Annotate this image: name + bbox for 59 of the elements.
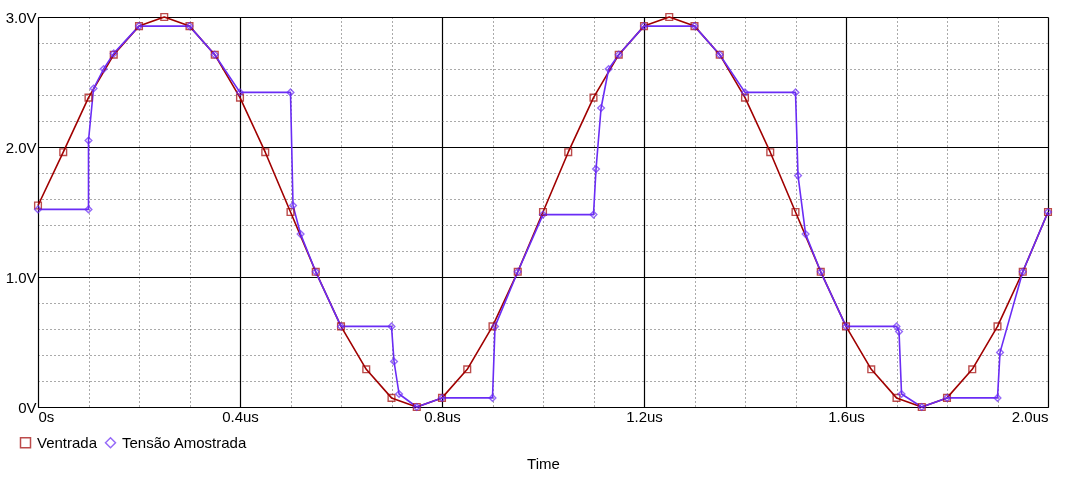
point xyxy=(993,322,1002,331)
point xyxy=(59,148,68,157)
point xyxy=(33,205,43,214)
point xyxy=(597,103,606,113)
y-tick-label: 2.0V xyxy=(5,138,37,156)
point xyxy=(362,365,371,374)
point xyxy=(160,12,169,22)
point xyxy=(84,205,93,214)
point xyxy=(84,93,93,102)
point xyxy=(488,393,497,402)
point xyxy=(897,389,906,399)
point xyxy=(261,148,270,157)
point xyxy=(995,348,1005,357)
point xyxy=(591,165,601,174)
point xyxy=(993,393,1002,402)
point xyxy=(791,207,800,217)
x-tick-label: 0s xyxy=(38,407,55,425)
point xyxy=(892,322,901,331)
point xyxy=(968,365,977,374)
point xyxy=(286,207,295,217)
x-tick-label: 1.2us xyxy=(626,407,663,425)
point xyxy=(894,327,904,336)
point xyxy=(387,322,396,331)
point xyxy=(387,393,396,402)
y-tick-label: 0V xyxy=(18,398,37,416)
point xyxy=(589,210,598,219)
point xyxy=(867,365,876,374)
point xyxy=(99,64,108,74)
x-axis-title: Time xyxy=(527,454,560,472)
point xyxy=(892,393,901,402)
point xyxy=(665,12,674,22)
point xyxy=(296,230,305,239)
y-tick-label: 1.0V xyxy=(5,268,37,286)
point xyxy=(766,148,775,157)
x-tick-label: 0.4us xyxy=(222,407,259,425)
point xyxy=(288,201,298,210)
legend-label: Ventrada xyxy=(37,433,98,451)
point xyxy=(395,389,404,399)
point xyxy=(604,64,613,74)
legend-label: Tensão Amostrada xyxy=(122,433,247,451)
point xyxy=(235,93,245,102)
point xyxy=(389,357,399,366)
point xyxy=(801,230,810,239)
point xyxy=(793,171,803,180)
point xyxy=(89,84,98,93)
point xyxy=(740,88,750,97)
point xyxy=(286,88,295,97)
x-tick-label: 2.0us xyxy=(1011,407,1049,425)
point xyxy=(235,88,245,97)
y-tick-label: 3.0V xyxy=(5,8,37,26)
point xyxy=(740,93,750,102)
point xyxy=(33,201,43,210)
point xyxy=(84,136,93,145)
x-tick-label: 0.8us xyxy=(424,407,461,425)
point xyxy=(463,365,472,374)
x-tick-label: 1.6us xyxy=(828,407,865,425)
point xyxy=(791,88,800,97)
point xyxy=(589,93,598,102)
point xyxy=(564,148,573,157)
